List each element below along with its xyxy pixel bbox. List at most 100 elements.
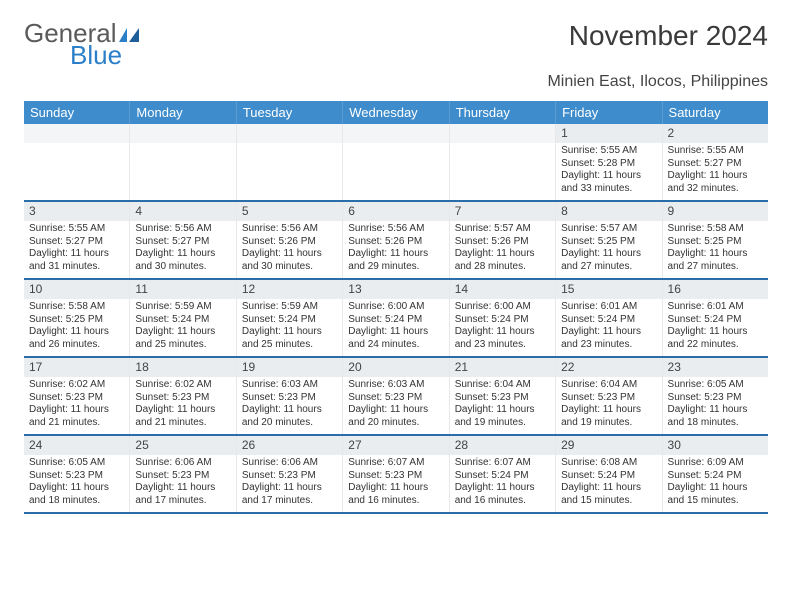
day-sunset: Sunset: 5:26 PM (348, 236, 443, 249)
day-sunset: Sunset: 5:26 PM (455, 236, 550, 249)
day-number (24, 124, 129, 143)
day-cell: 6 Sunrise: 5:56 AMSunset: 5:26 PMDaylight… (343, 202, 449, 278)
day-sunset: Sunset: 5:28 PM (561, 158, 656, 171)
day-sunrise: Sunrise: 6:03 AM (348, 379, 443, 392)
day-sunrise: Sunrise: 6:05 AM (668, 379, 763, 392)
weekday-header: Tuesday (237, 101, 343, 124)
day-sunrise: Sunrise: 6:07 AM (348, 457, 443, 470)
day-daylight: Daylight: 11 hours and 31 minutes. (29, 248, 124, 273)
day-sunset: Sunset: 5:27 PM (29, 236, 124, 249)
month-title: November 2024 (569, 20, 768, 52)
day-cell: 2Sunrise: 5:55 AMSunset: 5:27 PMDaylight… (663, 124, 768, 200)
day-daylight: Daylight: 11 hours and 23 minutes. (561, 326, 656, 351)
day-cell: 21Sunrise: 6:04 AMSunset: 5:23 PMDayligh… (450, 358, 556, 434)
day-sunrise: Sunrise: 5:57 AM (561, 223, 656, 236)
day-number (237, 124, 342, 143)
day-daylight: Daylight: 11 hours and 16 minutes. (348, 482, 443, 507)
day-sunrise: Sunrise: 6:02 AM (29, 379, 124, 392)
day-sunset: Sunset: 5:27 PM (668, 158, 763, 171)
day-number: 1 (556, 124, 661, 143)
day-number: 28 (450, 436, 555, 455)
day-number: 23 (663, 358, 768, 377)
day-sunset: Sunset: 5:23 PM (455, 392, 550, 405)
day-number: 26 (237, 436, 342, 455)
day-sunset: Sunset: 5:23 PM (348, 470, 443, 483)
day-number: 9 (663, 202, 768, 221)
day-cell: 14Sunrise: 6:00 AMSunset: 5:24 PMDayligh… (450, 280, 556, 356)
day-daylight: Daylight: 11 hours and 20 minutes. (348, 404, 443, 429)
day-sunrise: Sunrise: 5:59 AM (242, 301, 337, 314)
day-cell: 11 Sunrise: 5:59 AMSunset: 5:24 PMDayligh… (130, 280, 236, 356)
day-cell (130, 124, 236, 200)
day-number: 30 (663, 436, 768, 455)
day-sunrise: Sunrise: 5:59 AM (135, 301, 230, 314)
day-number: 15 (556, 280, 661, 299)
day-daylight: Daylight: 11 hours and 30 minutes. (242, 248, 337, 273)
day-daylight: Daylight: 11 hours and 20 minutes. (242, 404, 337, 429)
day-number: 5 (237, 202, 342, 221)
day-sunrise: Sunrise: 6:06 AM (135, 457, 230, 470)
day-sunrise: Sunrise: 5:56 AM (348, 223, 443, 236)
day-number: 6 (343, 202, 448, 221)
weekday-header: Wednesday (343, 101, 449, 124)
day-sunrise: Sunrise: 6:08 AM (561, 457, 656, 470)
day-sunrise: Sunrise: 5:55 AM (29, 223, 124, 236)
day-number: 16 (663, 280, 768, 299)
day-daylight: Daylight: 11 hours and 24 minutes. (348, 326, 443, 351)
day-sunset: Sunset: 5:25 PM (668, 236, 763, 249)
day-sunrise: Sunrise: 6:09 AM (668, 457, 763, 470)
day-sunset: Sunset: 5:26 PM (242, 236, 337, 249)
day-sunset: Sunset: 5:23 PM (242, 392, 337, 405)
day-sunset: Sunset: 5:27 PM (135, 236, 230, 249)
weekday-header: Saturday (663, 101, 768, 124)
day-cell: 26Sunrise: 6:06 AMSunset: 5:23 PMDayligh… (237, 436, 343, 512)
day-cell: 27 Sunrise: 6:07 AMSunset: 5:23 PMDayligh… (343, 436, 449, 512)
day-sunrise: Sunrise: 5:57 AM (455, 223, 550, 236)
day-cell: 25Sunrise: 6:06 AMSunset: 5:23 PMDayligh… (130, 436, 236, 512)
day-cell: 30 Sunrise: 6:09 AMSunset: 5:24 PMDayligh… (663, 436, 768, 512)
day-daylight: Daylight: 11 hours and 17 minutes. (135, 482, 230, 507)
day-cell: 13Sunrise: 6:00 AMSunset: 5:24 PMDayligh… (343, 280, 449, 356)
day-sunrise: Sunrise: 6:01 AM (561, 301, 656, 314)
day-cell: 28Sunrise: 6:07 AMSunset: 5:24 PMDayligh… (450, 436, 556, 512)
day-number: 24 (24, 436, 129, 455)
day-sunrise: Sunrise: 5:55 AM (668, 145, 763, 158)
week-row: 3Sunrise: 5:55 AMSunset: 5:27 PMDaylight… (24, 202, 768, 280)
day-cell: 19Sunrise: 6:03 AMSunset: 5:23 PMDayligh… (237, 358, 343, 434)
day-daylight: Daylight: 11 hours and 25 minutes. (135, 326, 230, 351)
day-cell: 15Sunrise: 6:01 AMSunset: 5:24 PMDayligh… (556, 280, 662, 356)
day-sunrise: Sunrise: 6:01 AM (668, 301, 763, 314)
calendar-grid: Sunday Monday Tuesday Wednesday Thursday… (24, 101, 768, 514)
day-daylight: Daylight: 11 hours and 27 minutes. (668, 248, 763, 273)
weekday-header-row: Sunday Monday Tuesday Wednesday Thursday… (24, 101, 768, 124)
day-daylight: Daylight: 11 hours and 29 minutes. (348, 248, 443, 273)
day-cell: 23Sunrise: 6:05 AMSunset: 5:23 PMDayligh… (663, 358, 768, 434)
day-number: 18 (130, 358, 235, 377)
day-cell: 10Sunrise: 5:58 AMSunset: 5:25 PMDayligh… (24, 280, 130, 356)
day-daylight: Daylight: 11 hours and 18 minutes. (29, 482, 124, 507)
day-number: 7 (450, 202, 555, 221)
day-sunrise: Sunrise: 6:06 AM (242, 457, 337, 470)
day-sunset: Sunset: 5:24 PM (135, 314, 230, 327)
day-daylight: Daylight: 11 hours and 15 minutes. (668, 482, 763, 507)
day-number: 11 (130, 280, 235, 299)
day-sunset: Sunset: 5:23 PM (135, 470, 230, 483)
day-cell: 29Sunrise: 6:08 AMSunset: 5:24 PMDayligh… (556, 436, 662, 512)
day-sunrise: Sunrise: 6:07 AM (455, 457, 550, 470)
day-cell (450, 124, 556, 200)
day-number: 12 (237, 280, 342, 299)
day-sunset: Sunset: 5:23 PM (668, 392, 763, 405)
day-cell (24, 124, 130, 200)
day-number: 27 (343, 436, 448, 455)
calendar-page: General November 2024 Blue Minien East, … (0, 0, 792, 534)
day-cell: 22Sunrise: 6:04 AMSunset: 5:23 PMDayligh… (556, 358, 662, 434)
weekday-header: Friday (556, 101, 662, 124)
day-sunset: Sunset: 5:23 PM (348, 392, 443, 405)
day-sunset: Sunset: 5:24 PM (668, 470, 763, 483)
day-number: 10 (24, 280, 129, 299)
day-number: 17 (24, 358, 129, 377)
day-cell: 1Sunrise: 5:55 AMSunset: 5:28 PMDaylight… (556, 124, 662, 200)
day-daylight: Daylight: 11 hours and 28 minutes. (455, 248, 550, 273)
day-sunrise: Sunrise: 6:00 AM (455, 301, 550, 314)
weekday-header: Thursday (450, 101, 556, 124)
